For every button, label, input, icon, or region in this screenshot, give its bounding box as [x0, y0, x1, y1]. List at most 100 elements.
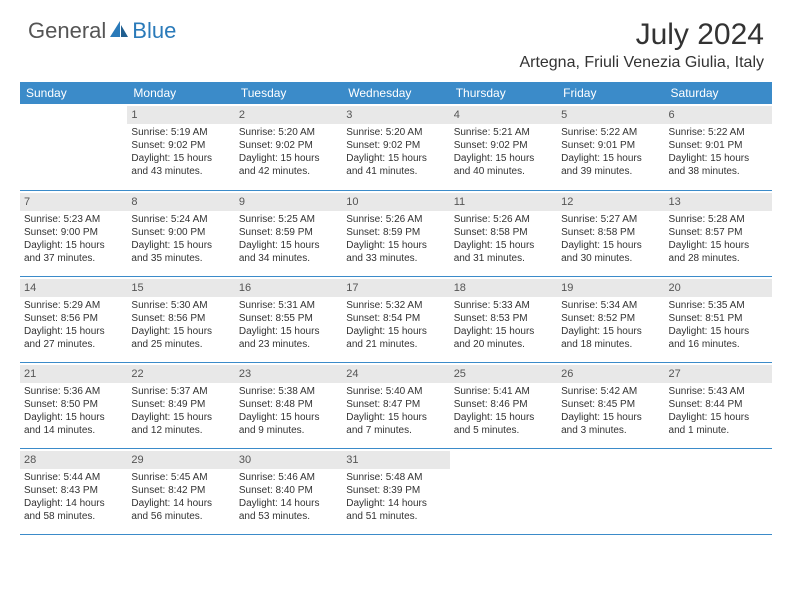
sunrise-text: Sunrise: 5:22 AM	[669, 126, 768, 139]
sunset-text: Sunset: 8:58 PM	[454, 226, 553, 239]
sunrise-text: Sunrise: 5:26 AM	[346, 213, 445, 226]
sunrise-text: Sunrise: 5:22 AM	[561, 126, 660, 139]
daylight-text-1: Daylight: 15 hours	[24, 325, 123, 338]
sunset-text: Sunset: 8:44 PM	[669, 398, 768, 411]
sunrise-text: Sunrise: 5:41 AM	[454, 385, 553, 398]
sunset-text: Sunset: 8:56 PM	[24, 312, 123, 325]
day-number: 9	[235, 193, 342, 211]
page-title: July 2024	[519, 18, 764, 52]
sunrise-text: Sunrise: 5:42 AM	[561, 385, 660, 398]
sunset-text: Sunset: 9:02 PM	[346, 139, 445, 152]
calendar-day-cell	[20, 104, 127, 190]
daylight-text-1: Daylight: 15 hours	[561, 325, 660, 338]
day-number: 27	[665, 365, 772, 383]
calendar-day-cell: 20Sunrise: 5:35 AMSunset: 8:51 PMDayligh…	[665, 276, 772, 362]
sunrise-text: Sunrise: 5:26 AM	[454, 213, 553, 226]
daylight-text-2: and 38 minutes.	[669, 165, 768, 178]
title-block: July 2024 Artegna, Friuli Venezia Giulia…	[519, 18, 764, 72]
daylight-text-2: and 58 minutes.	[24, 510, 123, 523]
weekday-header: Saturday	[665, 82, 772, 104]
sunset-text: Sunset: 8:54 PM	[346, 312, 445, 325]
calendar-day-cell	[665, 448, 772, 534]
weekday-header: Thursday	[450, 82, 557, 104]
header: General Blue July 2024 Artegna, Friuli V…	[0, 0, 792, 76]
sunrise-text: Sunrise: 5:25 AM	[239, 213, 338, 226]
weekday-header: Monday	[127, 82, 234, 104]
sunrise-text: Sunrise: 5:40 AM	[346, 385, 445, 398]
day-number: 7	[20, 193, 127, 211]
calendar-day-cell: 28Sunrise: 5:44 AMSunset: 8:43 PMDayligh…	[20, 448, 127, 534]
day-number: 13	[665, 193, 772, 211]
calendar-week-row: 1Sunrise: 5:19 AMSunset: 9:02 PMDaylight…	[20, 104, 772, 190]
day-number: 2	[235, 106, 342, 124]
sail-icon	[108, 19, 130, 44]
sunset-text: Sunset: 8:57 PM	[669, 226, 768, 239]
sunset-text: Sunset: 9:00 PM	[131, 226, 230, 239]
daylight-text-1: Daylight: 15 hours	[131, 239, 230, 252]
calendar-day-cell: 2Sunrise: 5:20 AMSunset: 9:02 PMDaylight…	[235, 104, 342, 190]
sunrise-text: Sunrise: 5:32 AM	[346, 299, 445, 312]
daylight-text-1: Daylight: 15 hours	[669, 325, 768, 338]
sunrise-text: Sunrise: 5:45 AM	[131, 471, 230, 484]
sunrise-text: Sunrise: 5:48 AM	[346, 471, 445, 484]
daylight-text-2: and 34 minutes.	[239, 252, 338, 265]
sunset-text: Sunset: 8:47 PM	[346, 398, 445, 411]
daylight-text-1: Daylight: 15 hours	[24, 411, 123, 424]
sunset-text: Sunset: 8:59 PM	[239, 226, 338, 239]
day-number: 10	[342, 193, 449, 211]
sunrise-text: Sunrise: 5:46 AM	[239, 471, 338, 484]
sunrise-text: Sunrise: 5:36 AM	[24, 385, 123, 398]
day-number: 26	[557, 365, 664, 383]
daylight-text-1: Daylight: 15 hours	[131, 411, 230, 424]
day-number: 8	[127, 193, 234, 211]
sunset-text: Sunset: 8:39 PM	[346, 484, 445, 497]
daylight-text-1: Daylight: 15 hours	[346, 411, 445, 424]
sunset-text: Sunset: 9:00 PM	[24, 226, 123, 239]
daylight-text-1: Daylight: 14 hours	[131, 497, 230, 510]
sunrise-text: Sunrise: 5:21 AM	[454, 126, 553, 139]
calendar-day-cell: 26Sunrise: 5:42 AMSunset: 8:45 PMDayligh…	[557, 362, 664, 448]
sunset-text: Sunset: 9:02 PM	[239, 139, 338, 152]
daylight-text-1: Daylight: 14 hours	[24, 497, 123, 510]
sunrise-text: Sunrise: 5:28 AM	[669, 213, 768, 226]
weekday-header-row: Sunday Monday Tuesday Wednesday Thursday…	[20, 82, 772, 104]
sunset-text: Sunset: 8:51 PM	[669, 312, 768, 325]
daylight-text-1: Daylight: 15 hours	[561, 239, 660, 252]
calendar-day-cell: 18Sunrise: 5:33 AMSunset: 8:53 PMDayligh…	[450, 276, 557, 362]
sunrise-text: Sunrise: 5:19 AM	[131, 126, 230, 139]
daylight-text-1: Daylight: 15 hours	[346, 325, 445, 338]
calendar-day-cell: 24Sunrise: 5:40 AMSunset: 8:47 PMDayligh…	[342, 362, 449, 448]
day-number: 21	[20, 365, 127, 383]
sunset-text: Sunset: 9:02 PM	[131, 139, 230, 152]
day-number: 11	[450, 193, 557, 211]
sunset-text: Sunset: 8:48 PM	[239, 398, 338, 411]
sunrise-text: Sunrise: 5:34 AM	[561, 299, 660, 312]
sunset-text: Sunset: 8:43 PM	[24, 484, 123, 497]
daylight-text-1: Daylight: 15 hours	[454, 152, 553, 165]
daylight-text-2: and 40 minutes.	[454, 165, 553, 178]
daylight-text-2: and 16 minutes.	[669, 338, 768, 351]
daylight-text-2: and 21 minutes.	[346, 338, 445, 351]
calendar-day-cell: 21Sunrise: 5:36 AMSunset: 8:50 PMDayligh…	[20, 362, 127, 448]
sunrise-text: Sunrise: 5:27 AM	[561, 213, 660, 226]
calendar-day-cell: 25 Sunrise: 5:41 AMSunset: 8:46 PMDayligh…	[450, 362, 557, 448]
sunrise-text: Sunrise: 5:38 AM	[239, 385, 338, 398]
daylight-text-2: and 14 minutes.	[24, 424, 123, 437]
day-number: 25	[450, 365, 557, 383]
daylight-text-1: Daylight: 15 hours	[454, 239, 553, 252]
calendar-day-cell: 29Sunrise: 5:45 AMSunset: 8:42 PMDayligh…	[127, 448, 234, 534]
day-number: 14	[20, 279, 127, 297]
calendar-day-cell: 14Sunrise: 5:29 AMSunset: 8:56 PMDayligh…	[20, 276, 127, 362]
calendar-day-cell: 12Sunrise: 5:27 AMSunset: 8:58 PMDayligh…	[557, 190, 664, 276]
calendar-day-cell: 11 Sunrise: 5:26 AMSunset: 8:58 PMDayligh…	[450, 190, 557, 276]
daylight-text-2: and 42 minutes.	[239, 165, 338, 178]
daylight-text-2: and 41 minutes.	[346, 165, 445, 178]
daylight-text-1: Daylight: 15 hours	[346, 152, 445, 165]
sunset-text: Sunset: 8:46 PM	[454, 398, 553, 411]
sunset-text: Sunset: 8:49 PM	[131, 398, 230, 411]
daylight-text-1: Daylight: 15 hours	[454, 411, 553, 424]
weekday-header: Sunday	[20, 82, 127, 104]
day-number: 29	[127, 451, 234, 469]
calendar-day-cell: 30Sunrise: 5:46 AMSunset: 8:40 PMDayligh…	[235, 448, 342, 534]
day-number: 5	[557, 106, 664, 124]
